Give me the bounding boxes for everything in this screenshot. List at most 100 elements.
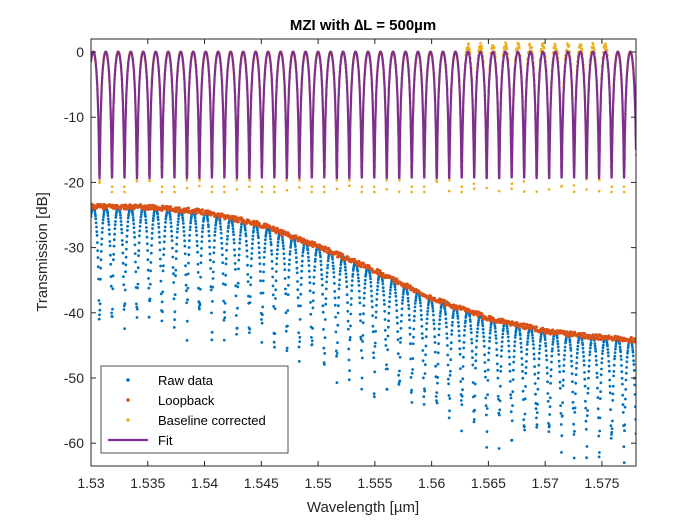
y-tick-label: 0 [76, 44, 84, 60]
raw-data-point [310, 336, 313, 339]
raw-data-point [585, 445, 589, 448]
raw-data-point [338, 273, 342, 276]
raw-data-point [270, 252, 274, 256]
raw-data-point [394, 291, 397, 295]
raw-data-point [145, 235, 149, 239]
raw-data-point [333, 290, 337, 293]
raw-data-point [585, 456, 588, 460]
raw-data-point [212, 246, 216, 249]
raw-data-point [319, 255, 322, 259]
raw-data-point [219, 228, 223, 231]
raw-data-point [323, 336, 327, 339]
raw-data-point [246, 280, 250, 283]
raw-data-point [282, 252, 286, 256]
raw-data-point [619, 354, 623, 358]
raw-data-point [174, 268, 178, 272]
raw-data-point [100, 237, 104, 241]
raw-data-point [570, 364, 574, 368]
raw-data-point [545, 354, 548, 358]
raw-data-point [525, 348, 529, 351]
raw-data-point [281, 244, 285, 248]
raw-data-point [93, 209, 97, 213]
raw-data-point [583, 377, 587, 381]
raw-data-point [399, 327, 403, 330]
raw-data-point [107, 228, 111, 232]
raw-data-point [361, 321, 365, 325]
raw-data-point [194, 219, 197, 223]
raw-data-point [272, 305, 275, 308]
raw-data-point [275, 252, 279, 256]
raw-data-point [399, 341, 402, 344]
raw-data-point [112, 238, 116, 242]
raw-data-point [525, 352, 529, 356]
raw-data-point [546, 380, 549, 384]
raw-data-point [396, 352, 400, 356]
raw-data-point [444, 321, 448, 325]
raw-data-point [181, 216, 185, 220]
raw-data-point [336, 311, 340, 315]
legend-label: Fit [158, 433, 173, 448]
raw-data-point [422, 376, 425, 380]
raw-data-point [457, 329, 461, 333]
raw-data-point [143, 210, 147, 214]
raw-data-point [381, 279, 384, 283]
raw-data-point [521, 389, 525, 393]
raw-data-point [237, 267, 240, 271]
raw-data-point [261, 279, 265, 283]
raw-data-point [347, 378, 351, 382]
raw-data-point [575, 366, 578, 370]
raw-data-point [327, 256, 330, 260]
raw-data-point [109, 284, 113, 288]
raw-data-point [611, 419, 614, 423]
raw-data-point [262, 256, 266, 259]
raw-data-point [389, 288, 392, 292]
raw-data-point [610, 430, 614, 434]
raw-data-point [351, 272, 355, 276]
raw-data-point [445, 332, 449, 335]
raw-data-point [612, 374, 615, 378]
raw-data-point [350, 279, 354, 282]
raw-data-point [485, 413, 488, 417]
raw-data-point [487, 351, 491, 355]
raw-data-point [269, 241, 273, 244]
raw-data-point [433, 335, 437, 339]
raw-data-point [447, 382, 450, 386]
raw-data-point [371, 330, 375, 334]
raw-data-point [173, 318, 177, 321]
raw-data-point [148, 282, 152, 286]
raw-data-point [208, 258, 212, 262]
raw-data-point [424, 344, 428, 348]
raw-data-point [543, 335, 547, 339]
raw-data-point [600, 357, 604, 360]
raw-data-point [608, 378, 612, 382]
raw-data-point [125, 234, 129, 238]
raw-data-point [531, 339, 535, 343]
raw-data-point [135, 316, 139, 319]
raw-data-point [446, 353, 450, 357]
raw-data-point [593, 344, 597, 348]
baseline-corrected-point [622, 190, 626, 194]
baseline-corrected-point [360, 185, 364, 189]
raw-data-point [323, 352, 327, 355]
raw-data-point [524, 371, 528, 375]
raw-data-point [407, 313, 411, 317]
loopback-point [359, 264, 363, 269]
raw-data-point [160, 319, 164, 323]
raw-data-point [174, 257, 178, 260]
raw-data-point [469, 327, 473, 331]
raw-data-point [275, 262, 278, 266]
raw-data-point [198, 307, 201, 311]
raw-data-point [443, 307, 447, 311]
raw-data-point [608, 384, 612, 388]
baseline-corrected-point [310, 190, 314, 194]
raw-data-point [506, 332, 510, 335]
raw-data-point [132, 231, 136, 234]
raw-data-point [513, 344, 516, 348]
baseline-corrected-point [448, 179, 451, 182]
raw-data-point [151, 223, 155, 227]
raw-data-point [210, 330, 214, 334]
raw-data-point [558, 370, 562, 374]
raw-data-point [243, 226, 247, 230]
raw-data-point [621, 393, 625, 397]
raw-data-point [137, 241, 141, 245]
